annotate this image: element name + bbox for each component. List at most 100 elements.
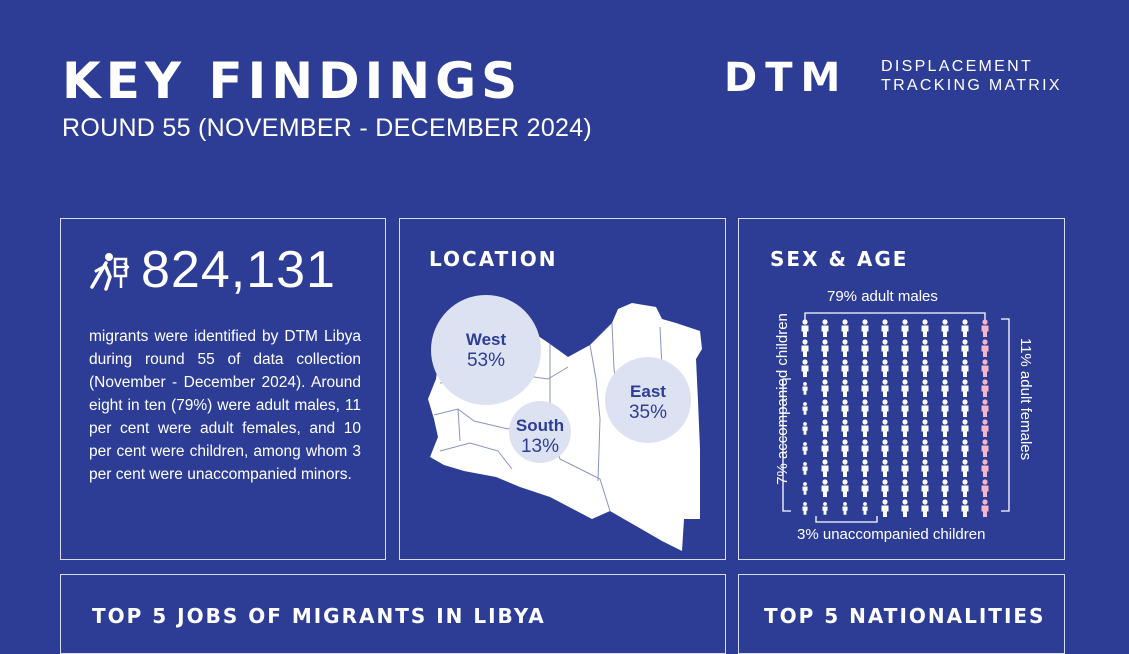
male-person-icon [941,459,949,477]
male-person-icon [801,339,809,357]
male-person-icon [901,399,909,417]
total-migrants-description: migrants were identified by DTM Libya du… [89,328,361,483]
male-person-icon [881,419,889,437]
male-person-icon [841,439,849,457]
region-south: South 13% [505,415,575,457]
people-grid [782,312,1010,523]
male-person-icon [821,359,829,377]
top-jobs-heading: TOP 5 JOBS OF MIGRANTS IN LIBYA [92,604,546,628]
female-person-icon [981,479,989,497]
male-person-icon [901,419,909,437]
male-person-icon [961,419,969,437]
accompanied-children-label: 7% accompanied children [774,313,791,485]
female-person-icon [981,319,989,337]
male-person-icon [941,319,949,337]
male-person-icon [861,459,869,477]
male-person-icon [801,359,809,377]
male-person-icon [901,459,909,477]
male-person-icon [921,479,929,497]
dtm-logo-acronym: DTM [724,55,849,101]
male-person-icon [841,459,849,477]
region-east-percent: 35% [628,402,668,423]
male-person-icon [841,359,849,377]
region-west-percent: 53% [466,350,506,371]
male-person-icon [841,339,849,357]
male-person-icon [821,399,829,417]
male-person-icon [822,502,828,515]
male-person-icon [921,459,929,477]
male-person-icon [801,319,809,337]
female-person-icon [981,419,989,437]
male-person-icon [941,359,949,377]
top-nationalities-card: TOP 5 NATIONALITIES [738,574,1065,654]
male-person-icon [802,422,808,435]
male-person-icon [961,459,969,477]
male-person-icon [802,462,808,475]
male-person-icon [881,399,889,417]
male-person-icon [821,339,829,357]
male-person-icon [921,319,929,337]
male-person-icon [861,339,869,357]
female-person-icon [981,499,989,517]
male-person-icon [861,439,869,457]
page-subtitle: ROUND 55 (NOVEMBER - DECEMBER 2024) [62,114,593,142]
male-person-icon [881,439,889,457]
region-south-percent: 13% [520,436,560,457]
male-person-icon [941,479,949,497]
male-person-icon [861,399,869,417]
total-migrants-number: 824,131 [141,241,336,299]
male-person-icon [821,459,829,477]
male-person-icon [901,379,909,397]
male-person-icon [802,402,808,415]
male-person-icon [841,319,849,337]
page-title: KEY FINDINGS [62,52,523,110]
female-person-icon [981,379,989,397]
male-person-icon [961,479,969,497]
female-person-icon [981,339,989,357]
libya-map [428,295,702,551]
male-person-icon [861,379,869,397]
top-nationalities-heading: TOP 5 NATIONALITIES [764,604,1046,628]
male-person-icon [802,382,808,395]
sex-age-heading: SEX & AGE [770,247,909,271]
male-person-icon [921,399,929,417]
male-person-icon [901,479,909,497]
male-person-icon [821,419,829,437]
male-person-icon [921,359,929,377]
male-person-icon [861,479,869,497]
male-person-icon [821,379,829,397]
male-person-icon [921,339,929,357]
location-card: LOCATION West 53% South 13% East 35% [399,218,726,560]
male-person-icon [862,502,868,515]
male-person-icon [841,379,849,397]
male-person-icon [881,319,889,337]
male-person-icon [961,379,969,397]
region-south-name: South [515,416,565,435]
male-person-icon [881,479,889,497]
male-person-icon [881,499,889,517]
male-person-icon [961,359,969,377]
male-person-icon [861,359,869,377]
male-person-icon [881,459,889,477]
male-person-icon [921,499,929,517]
male-person-icon [961,339,969,357]
female-person-icon [981,359,989,377]
male-person-icon [961,439,969,457]
male-person-icon [921,379,929,397]
adult-males-label: 79% adult males [827,288,938,305]
male-person-icon [901,439,909,457]
region-west-name: West [465,330,507,349]
male-person-icon [901,319,909,337]
region-east-name: East [630,382,666,401]
male-person-icon [961,499,969,517]
male-person-icon [802,502,808,515]
top-jobs-card: TOP 5 JOBS OF MIGRANTS IN LIBYA [60,574,726,654]
male-person-icon [941,339,949,357]
male-person-icon [802,482,808,495]
male-person-icon [921,419,929,437]
female-person-icon [981,439,989,457]
male-person-icon [821,319,829,337]
unaccompanied-children-label: 3% unaccompanied children [797,526,986,543]
region-east: East 35% [612,381,684,423]
dtm-logo-line2: TRACKING MATRIX [881,77,1062,94]
